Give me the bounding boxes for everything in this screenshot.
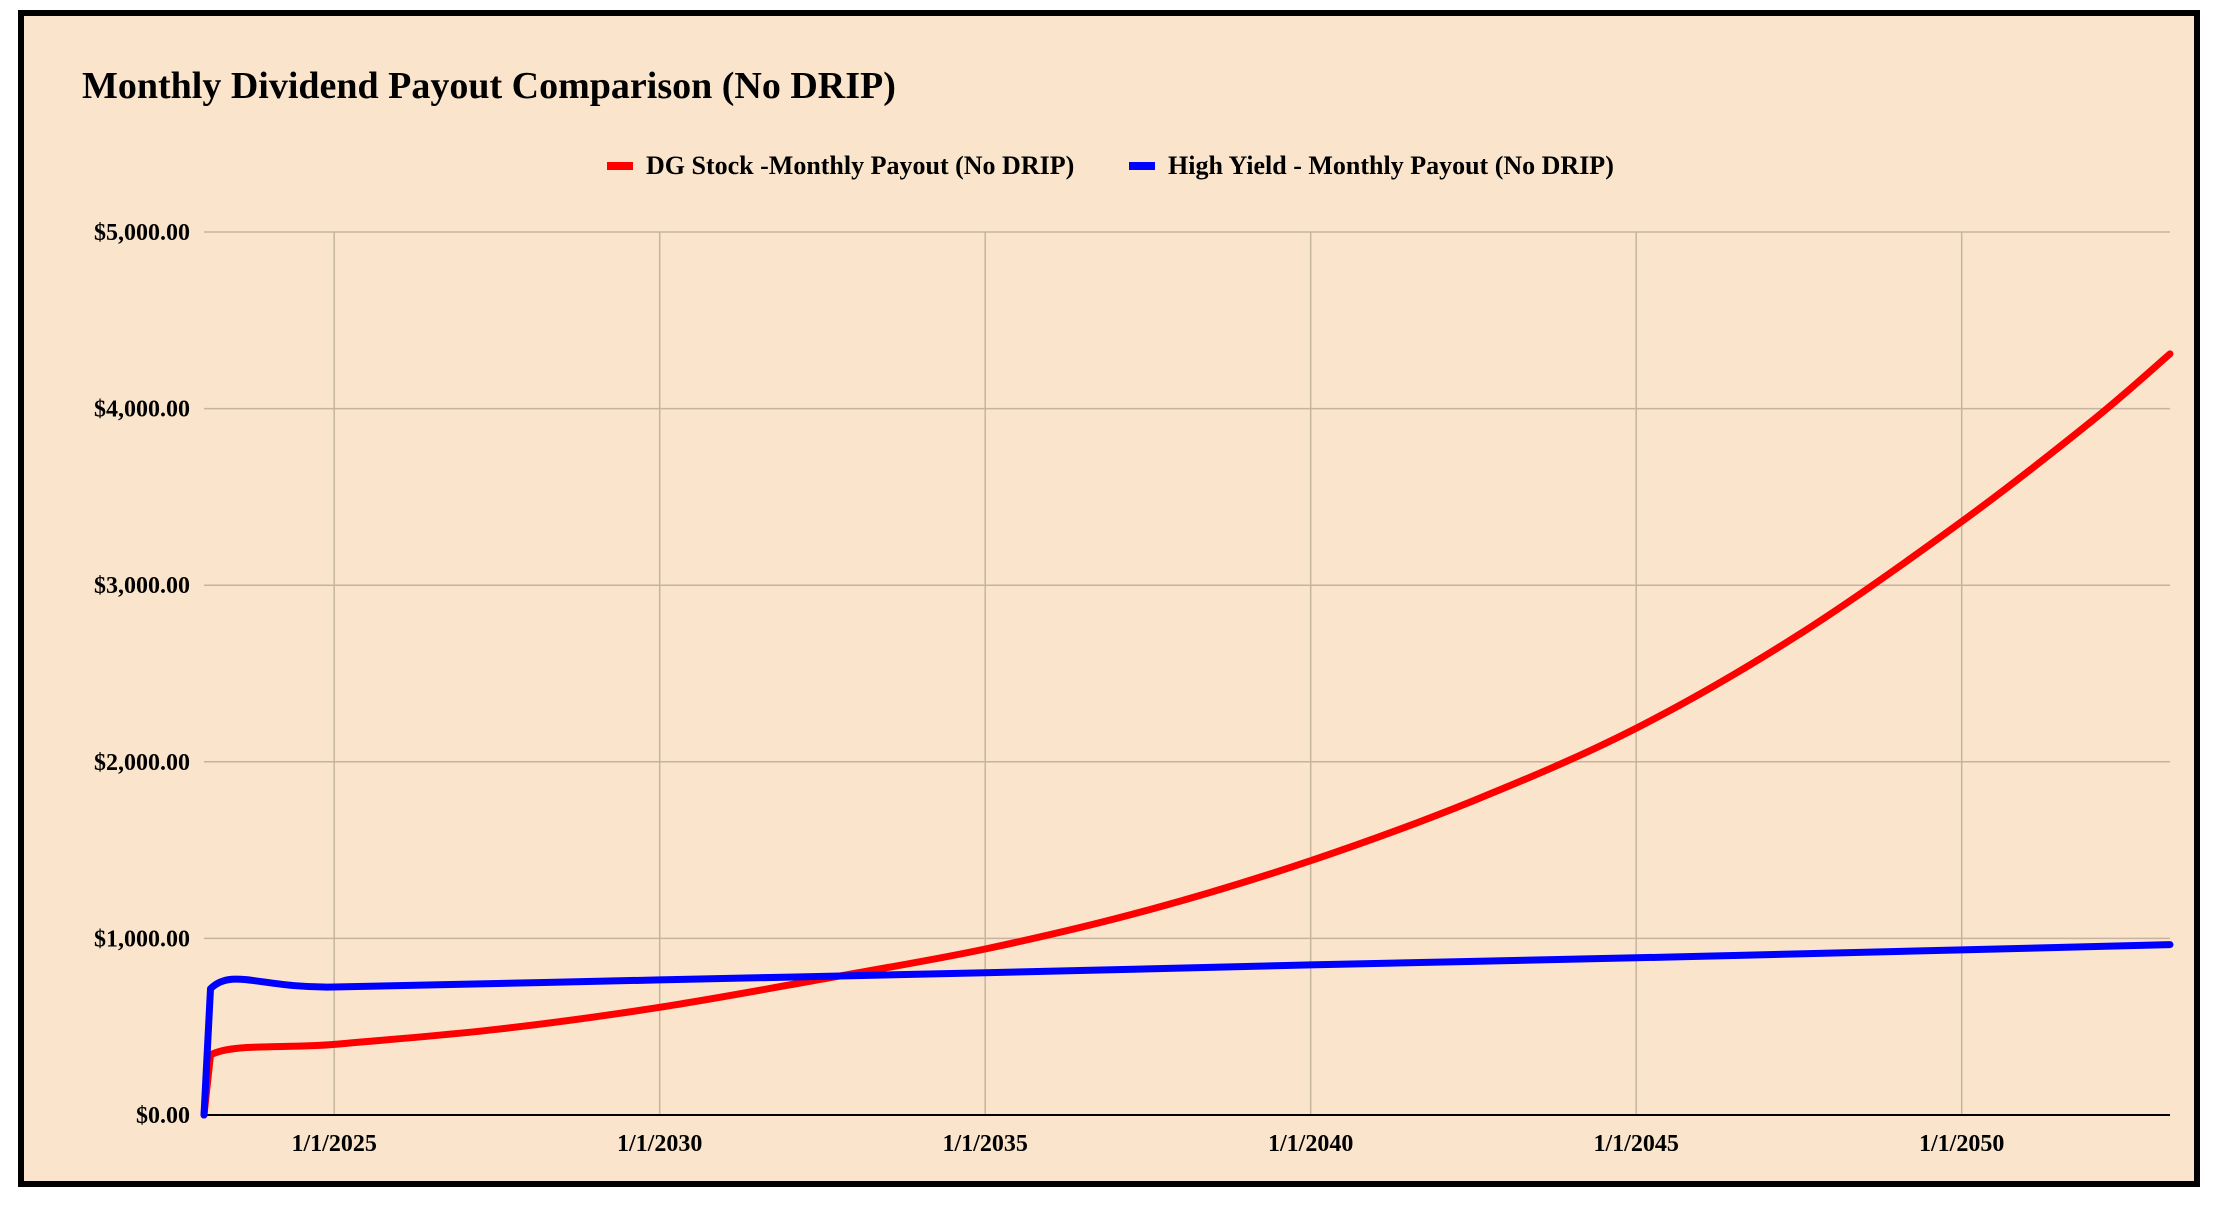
chart-frame: Monthly Dividend Payout Comparison (No D… [18, 10, 2200, 1187]
series-line-high-yield [200, 941, 2174, 1119]
legend-swatch-dg-stock [607, 162, 633, 170]
legend: DG Stock -Monthly Payout (No DRIP) High … [607, 151, 1614, 180]
y-axis-ticks: $0.00 $1,000.00 $2,000.00 $3,000.00 $4,000.0… [94, 220, 190, 1129]
legend-swatch-high-yield [1129, 162, 1155, 170]
series-group [200, 350, 2174, 1119]
y-tick-label: $3,000.00 [94, 573, 190, 599]
x-tick-label: 1/1/2035 [943, 1131, 1028, 1157]
x-tick-label: 1/1/2040 [1268, 1131, 1353, 1157]
x-tick-label: 1/1/2050 [1919, 1131, 2004, 1157]
legend-label-dg-stock: DG Stock -Monthly Payout (No DRIP) [646, 151, 1074, 180]
x-tick-label: 1/1/2025 [292, 1131, 377, 1157]
y-tick-label: $0.00 [136, 1103, 190, 1129]
x-tick-label: 1/1/2030 [617, 1131, 702, 1157]
chart-canvas: Monthly Dividend Payout Comparison (No D… [82, 65, 2174, 1157]
y-tick-label: $4,000.00 [94, 397, 190, 423]
y-tick-label: $1,000.00 [94, 926, 190, 952]
legend-label-high-yield: High Yield - Monthly Payout (No DRIP) [1168, 151, 1614, 180]
chart-title: Monthly Dividend Payout Comparison (No D… [82, 65, 896, 107]
x-axis-ticks: 1/1/2025 1/1/2030 1/1/2035 1/1/2040 1/1/2045… [292, 1131, 2005, 1157]
series-line-dg-stock [200, 350, 2174, 1119]
grid [204, 231, 2170, 1115]
x-tick-label: 1/1/2045 [1594, 1131, 1679, 1157]
y-tick-label: $5,000.00 [94, 220, 190, 246]
y-tick-label: $2,000.00 [94, 750, 190, 776]
